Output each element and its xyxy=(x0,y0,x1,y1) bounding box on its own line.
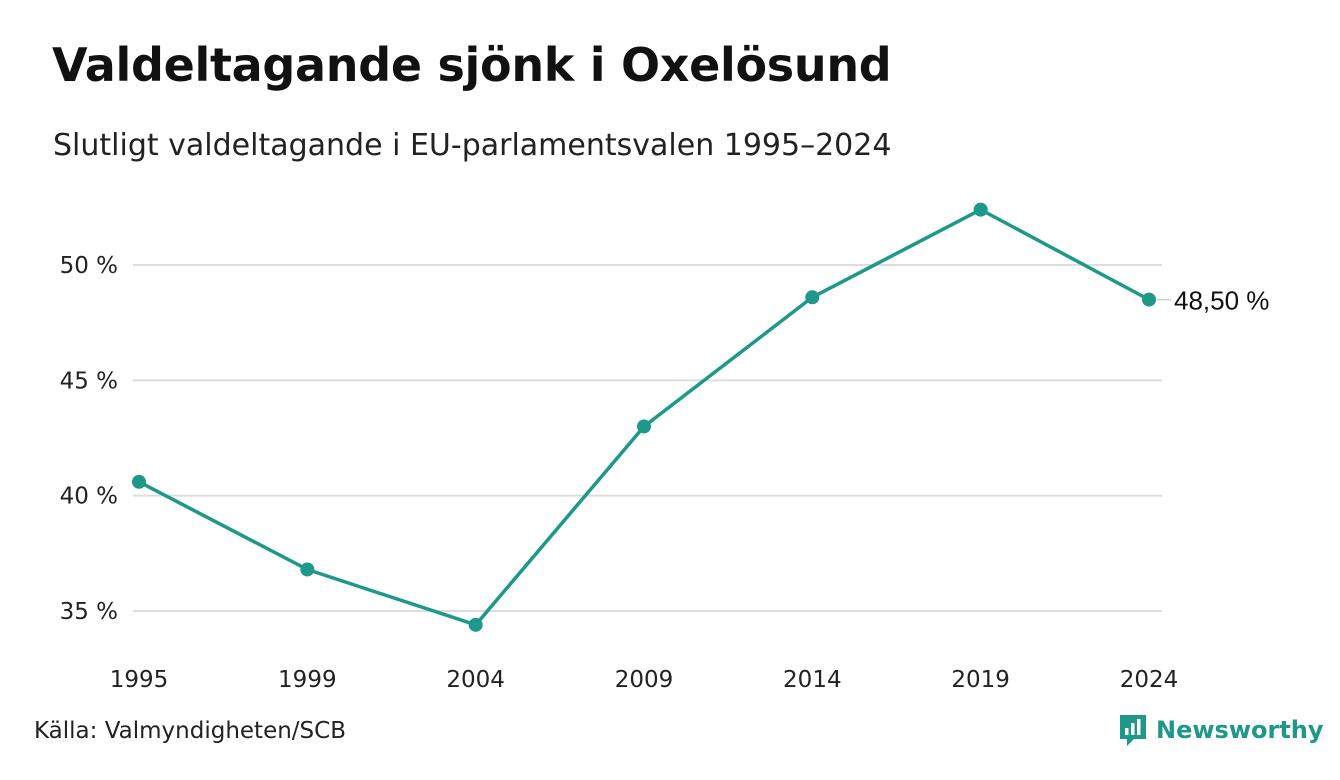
y-tick-label: 50 % xyxy=(60,253,118,279)
chart-subtitle: Slutligt valdeltagande i EU-parlamentsva… xyxy=(53,128,892,163)
data-point xyxy=(300,562,315,577)
data-point xyxy=(1142,292,1156,307)
newsworthy-logo-icon xyxy=(1120,715,1146,746)
x-tick-label: 1999 xyxy=(278,667,337,693)
x-tick-label: 2004 xyxy=(446,667,505,693)
data-point xyxy=(637,419,651,434)
brand: Newsworthy xyxy=(1118,713,1324,747)
x-tick-label: 2019 xyxy=(951,667,1010,693)
data-point xyxy=(805,290,820,305)
x-tick-label: 2009 xyxy=(615,667,674,693)
y-tick-label: 45 % xyxy=(60,368,118,394)
x-tick-label: 2024 xyxy=(1120,667,1179,693)
x-tick-label: 2014 xyxy=(783,667,842,693)
source-note: Källa: Valmyndigheten/SCB xyxy=(34,718,346,744)
data-point xyxy=(973,202,988,217)
y-tick-label: 40 % xyxy=(60,484,118,510)
y-tick-label: 35 % xyxy=(60,599,118,625)
data-point xyxy=(468,617,483,632)
series-line xyxy=(137,207,1151,627)
data-point xyxy=(132,474,146,489)
end-value-label: 48,50 % xyxy=(1174,286,1269,316)
x-tick-label: 1995 xyxy=(110,667,169,693)
chart-title: Valdeltagande sjönk i Oxelösund xyxy=(52,38,892,92)
brand-name: Newsworthy xyxy=(1156,716,1324,744)
